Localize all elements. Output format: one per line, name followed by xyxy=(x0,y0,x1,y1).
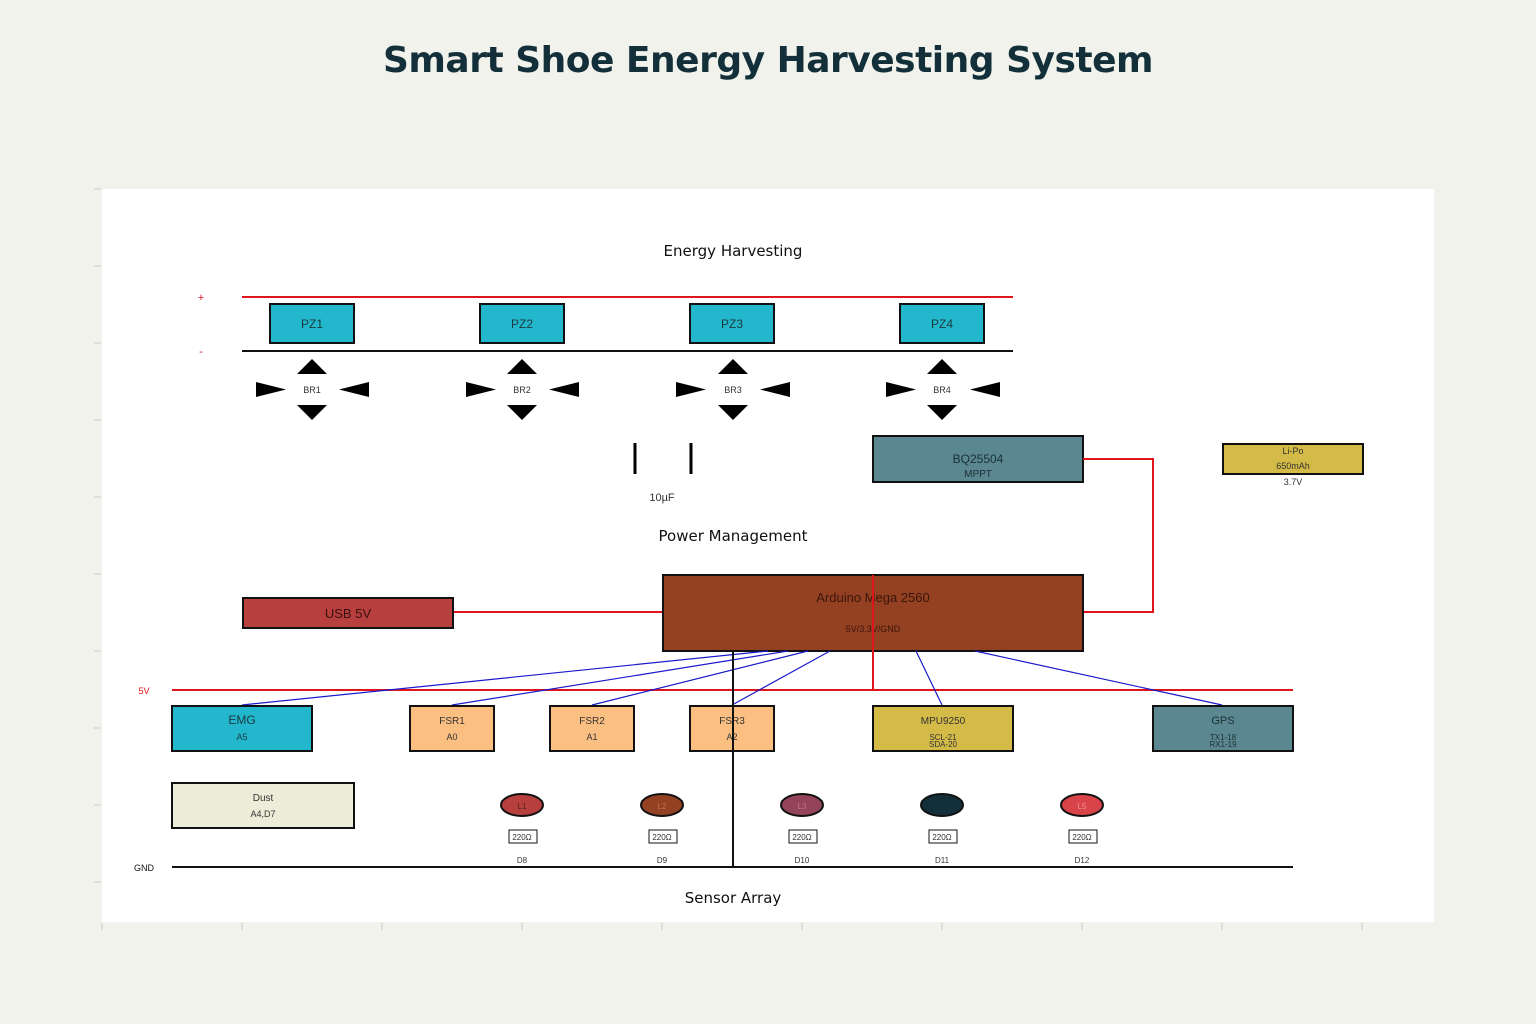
resistor-label: 220Ω xyxy=(792,833,811,842)
led-label: L3 xyxy=(798,802,807,811)
fsr2-sensor: FSR2 A1 xyxy=(549,705,635,752)
gps-pin1: TX1-18 xyxy=(1210,733,1237,742)
fsr2-pin: A1 xyxy=(586,732,597,742)
piezo-label: PZ1 xyxy=(301,317,323,331)
resistor-label: 220Ω xyxy=(652,833,671,842)
resistor xyxy=(928,829,958,844)
piezo-pz2: PZ2 xyxy=(479,303,565,344)
resistor-label: 220Ω xyxy=(1072,833,1091,842)
mpu9250-sensor: MPU9250 SCL-21 SDA-20 xyxy=(872,705,1014,752)
piezo-label: PZ2 xyxy=(511,317,533,331)
fsr1-pin: A0 xyxy=(446,732,457,742)
mpu-name: MPU9250 xyxy=(921,716,966,727)
led-l3: L3 220Ω D10 xyxy=(780,793,824,865)
emg-name: EMG xyxy=(228,713,255,727)
led-pin: D11 xyxy=(935,856,950,865)
bq-name: BQ25504 xyxy=(953,452,1004,466)
usb-power: USB 5V xyxy=(242,597,454,629)
piezo-label: PZ3 xyxy=(721,317,743,331)
piezo-pz3: PZ3 xyxy=(689,303,775,344)
v5-rail-label: 5V xyxy=(138,686,149,696)
led-l4: L4 220Ω D11 xyxy=(920,793,964,865)
emg-pin: A5 xyxy=(236,732,247,742)
bridge-label: BR3 xyxy=(724,385,742,395)
bq-sub: MPPT xyxy=(964,469,992,480)
capacitor-label: 10µF xyxy=(649,492,675,504)
led-pin: D12 xyxy=(1075,856,1090,865)
led-pin: D9 xyxy=(657,856,668,865)
diagram-title: Smart Shoe Energy Harvesting System xyxy=(382,40,1154,81)
piezo-pz1: PZ1 xyxy=(269,303,355,344)
resistor xyxy=(1068,829,1098,844)
led-label: L4 xyxy=(938,802,947,811)
mpu-pin1: SCL-21 xyxy=(929,733,957,742)
mpu-pin2: SDA-20 xyxy=(929,740,958,749)
section-sensor-array: Sensor Array xyxy=(685,889,782,907)
bq-to-arduino-wire xyxy=(1083,458,1154,613)
dust-name: Dust xyxy=(253,793,274,804)
capacitor: 10µF xyxy=(633,443,693,504)
led-pin: D10 xyxy=(795,856,810,865)
led-l5: L5 220Ω D12 xyxy=(1060,793,1104,865)
fsr1-sensor: FSR1 A0 xyxy=(409,705,495,752)
led-pin: D8 xyxy=(517,856,528,865)
led-body xyxy=(500,793,544,817)
resistor xyxy=(788,829,818,844)
led-body xyxy=(780,793,824,817)
bridge-br3: BR3 xyxy=(676,359,790,420)
led-label: L1 xyxy=(518,802,527,811)
bridge-label: BR2 xyxy=(513,385,531,395)
gnd-rail-label: GND xyxy=(134,863,155,873)
gps-name: GPS xyxy=(1211,715,1234,727)
plus-rail-label: + xyxy=(198,292,204,304)
gps-module: GPS TX1-18 RX1-19 xyxy=(1152,705,1294,752)
fsr1-name: FSR1 xyxy=(439,716,465,727)
bridge-br2: BR2 xyxy=(466,359,579,420)
bottom-axis-ticks xyxy=(101,923,1363,930)
section-power-management: Power Management xyxy=(659,527,808,545)
resistor-label: 220Ω xyxy=(932,833,951,842)
lipo-voltage: 3.7V xyxy=(1284,477,1303,487)
section-energy-harvesting: Energy Harvesting xyxy=(664,242,803,260)
bq25504-module: BQ25504 MPPT xyxy=(872,435,1084,483)
led-body xyxy=(640,793,684,817)
led-body xyxy=(1060,793,1104,817)
led-label: L5 xyxy=(1078,802,1087,811)
resistor-label: 220Ω xyxy=(512,833,531,842)
led-label: L2 xyxy=(658,802,667,811)
gps-pin2: RX1-19 xyxy=(1209,740,1237,749)
bridge-label: BR1 xyxy=(303,385,321,395)
dust-sensor: Dust A4,D7 xyxy=(171,782,355,829)
resistor xyxy=(508,829,538,844)
emg-sensor: EMG A5 xyxy=(171,705,313,752)
dust-pin: A4,D7 xyxy=(250,809,275,819)
minus-rail-label: - xyxy=(199,346,203,358)
piezo-pz4: PZ4 xyxy=(899,303,985,344)
bridge-br1: BR1 xyxy=(256,359,369,420)
left-axis-ticks xyxy=(94,188,101,883)
led-l2: L2 220Ω D9 xyxy=(640,793,684,865)
usb-label: USB 5V xyxy=(325,606,372,621)
led-l1: L1 220Ω D8 xyxy=(500,793,544,865)
bridge-br4: BR4 xyxy=(886,359,1000,420)
lipo-name: Li-Po xyxy=(1282,446,1303,456)
piezo-label: PZ4 xyxy=(931,317,953,331)
bridge-label: BR4 xyxy=(933,385,951,395)
fsr2-name: FSR2 xyxy=(579,716,605,727)
lipo-battery: Li-Po 650mAh 3.7V xyxy=(1222,443,1364,487)
led-body xyxy=(920,793,964,817)
lipo-capacity: 650mAh xyxy=(1276,461,1310,471)
resistor xyxy=(648,829,678,844)
